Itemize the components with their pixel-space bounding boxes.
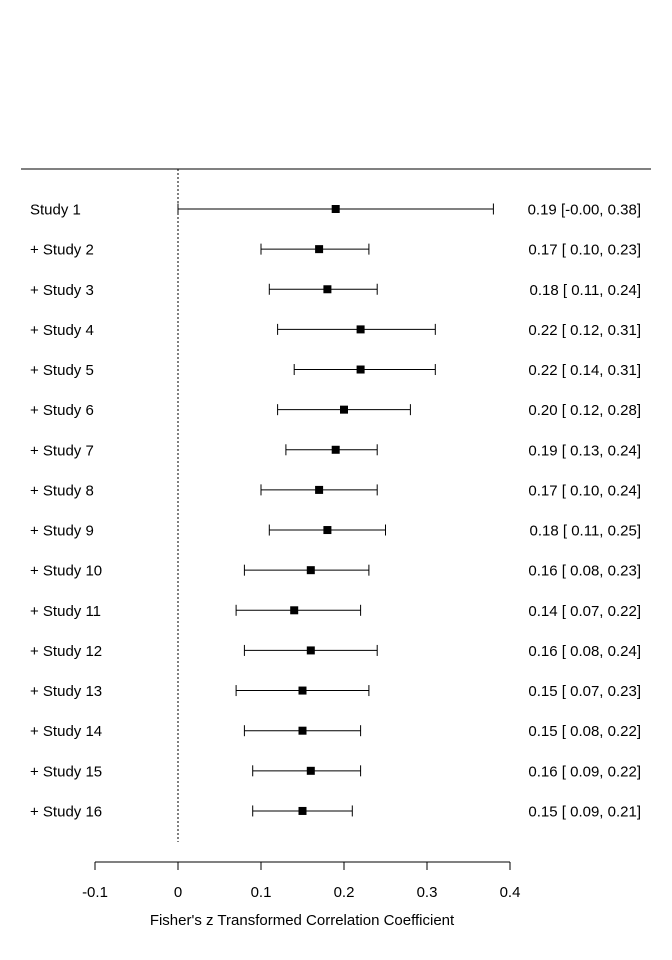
study-row: + Study 13 0.15 [ 0.07, 0.23] bbox=[30, 683, 641, 700]
estimate-point bbox=[340, 405, 348, 414]
estimate-ci-text: 0.18 [ 0.11, 0.25] bbox=[530, 523, 641, 540]
study-row: + Study 16 0.15 [ 0.09, 0.21] bbox=[30, 803, 641, 820]
study-row: + Study 5 0.22 [ 0.14, 0.31] bbox=[30, 362, 641, 379]
estimate-ci-text: 0.14 [ 0.07, 0.22] bbox=[528, 603, 641, 620]
estimate-ci-text: 0.20 [ 0.12, 0.28] bbox=[528, 402, 641, 419]
estimate-point bbox=[306, 766, 315, 775]
study-rows: Study 1 0.19 [-0.00, 0.38] + Study 2 0.17 [… bbox=[30, 202, 641, 821]
study-label: + Study 12 bbox=[30, 643, 102, 660]
study-label: + Study 7 bbox=[30, 442, 94, 459]
study-row: + Study 8 0.17 [ 0.10, 0.24] bbox=[30, 482, 641, 499]
estimate-point bbox=[290, 606, 299, 615]
estimate-ci-text: 0.16 [ 0.08, 0.23] bbox=[528, 563, 641, 580]
study-label: + Study 2 bbox=[30, 242, 94, 259]
study-label: + Study 4 bbox=[30, 322, 94, 339]
study-label: + Study 8 bbox=[30, 482, 94, 499]
estimate-point bbox=[356, 365, 365, 374]
study-label: + Study 10 bbox=[30, 563, 102, 580]
estimate-point bbox=[298, 726, 307, 735]
study-label: + Study 5 bbox=[30, 362, 94, 379]
study-row: + Study 9 0.18 [ 0.11, 0.25] bbox=[30, 523, 641, 540]
estimate-ci-text: 0.15 [ 0.08, 0.22] bbox=[528, 723, 641, 740]
x-tick-label: 0 bbox=[174, 884, 182, 901]
estimate-point bbox=[306, 646, 315, 655]
study-label: + Study 3 bbox=[30, 282, 94, 299]
estimate-point bbox=[298, 806, 307, 815]
estimate-ci-text: 0.19 [ 0.13, 0.24] bbox=[528, 442, 641, 459]
estimate-ci-text: 0.17 [ 0.10, 0.23] bbox=[528, 242, 641, 259]
x-tick-label: -0.1 bbox=[82, 884, 108, 901]
study-row: + Study 11 0.14 [ 0.07, 0.22] bbox=[30, 603, 641, 620]
estimate-point bbox=[315, 485, 324, 494]
study-row: + Study 14 0.15 [ 0.08, 0.22] bbox=[30, 723, 641, 740]
estimate-ci-text: 0.22 [ 0.12, 0.31] bbox=[528, 322, 641, 339]
estimate-ci-text: 0.16 [ 0.08, 0.24] bbox=[528, 643, 641, 660]
study-label: Study 1 bbox=[30, 202, 81, 219]
study-label: + Study 15 bbox=[30, 763, 102, 780]
x-axis-label: Fisher's z Transformed Correlation Coeff… bbox=[150, 912, 455, 929]
study-label: + Study 9 bbox=[30, 523, 94, 540]
estimate-point bbox=[331, 445, 340, 454]
estimate-ci-text: 0.18 [ 0.11, 0.24] bbox=[530, 282, 641, 299]
x-axis: -0.1 0 0.1 0.2 0.3 0.4 bbox=[82, 861, 520, 901]
study-row: + Study 7 0.19 [ 0.13, 0.24] bbox=[30, 442, 641, 459]
study-row: + Study 6 0.20 [ 0.12, 0.28] bbox=[30, 402, 641, 419]
study-row: + Study 3 0.18 [ 0.11, 0.24] bbox=[30, 282, 641, 299]
study-label: + Study 14 bbox=[30, 723, 102, 740]
study-row: + Study 12 0.16 [ 0.08, 0.24] bbox=[30, 643, 641, 660]
x-tick-label: 0.4 bbox=[500, 884, 521, 901]
study-label: + Study 6 bbox=[30, 402, 94, 419]
study-label: + Study 16 bbox=[30, 803, 102, 820]
estimate-point bbox=[331, 205, 340, 213]
estimate-ci-text: 0.15 [ 0.07, 0.23] bbox=[528, 683, 641, 700]
study-label: + Study 13 bbox=[30, 683, 102, 700]
study-label: + Study 11 bbox=[30, 603, 101, 620]
estimate-ci-text: 0.17 [ 0.10, 0.24] bbox=[528, 482, 641, 499]
estimate-point bbox=[315, 245, 324, 254]
study-row: + Study 15 0.16 [ 0.09, 0.22] bbox=[30, 763, 641, 780]
estimate-ci-text: 0.19 [-0.00, 0.38] bbox=[528, 202, 641, 219]
estimate-point bbox=[323, 526, 332, 535]
estimate-ci-text: 0.16 [ 0.09, 0.22] bbox=[528, 763, 641, 780]
estimate-ci-text: 0.22 [ 0.14, 0.31] bbox=[528, 362, 641, 379]
estimate-point bbox=[298, 686, 307, 695]
estimate-ci-text: 0.15 [ 0.09, 0.21] bbox=[528, 803, 641, 820]
x-axis-ticks: -0.1 0 0.1 0.2 0.3 0.4 bbox=[82, 862, 520, 901]
study-row: + Study 10 0.16 [ 0.08, 0.23] bbox=[30, 563, 641, 580]
estimate-point bbox=[323, 285, 332, 294]
x-tick-label: 0.2 bbox=[334, 884, 355, 901]
x-tick-label: 0.1 bbox=[251, 884, 272, 901]
study-row: + Study 2 0.17 [ 0.10, 0.23] bbox=[30, 242, 641, 259]
study-row: + Study 4 0.22 [ 0.12, 0.31] bbox=[30, 322, 641, 339]
study-row: Study 1 0.19 [-0.00, 0.38] bbox=[30, 202, 641, 219]
estimate-point bbox=[356, 325, 365, 334]
estimate-point bbox=[306, 566, 315, 575]
x-tick-label: 0.3 bbox=[417, 884, 438, 901]
